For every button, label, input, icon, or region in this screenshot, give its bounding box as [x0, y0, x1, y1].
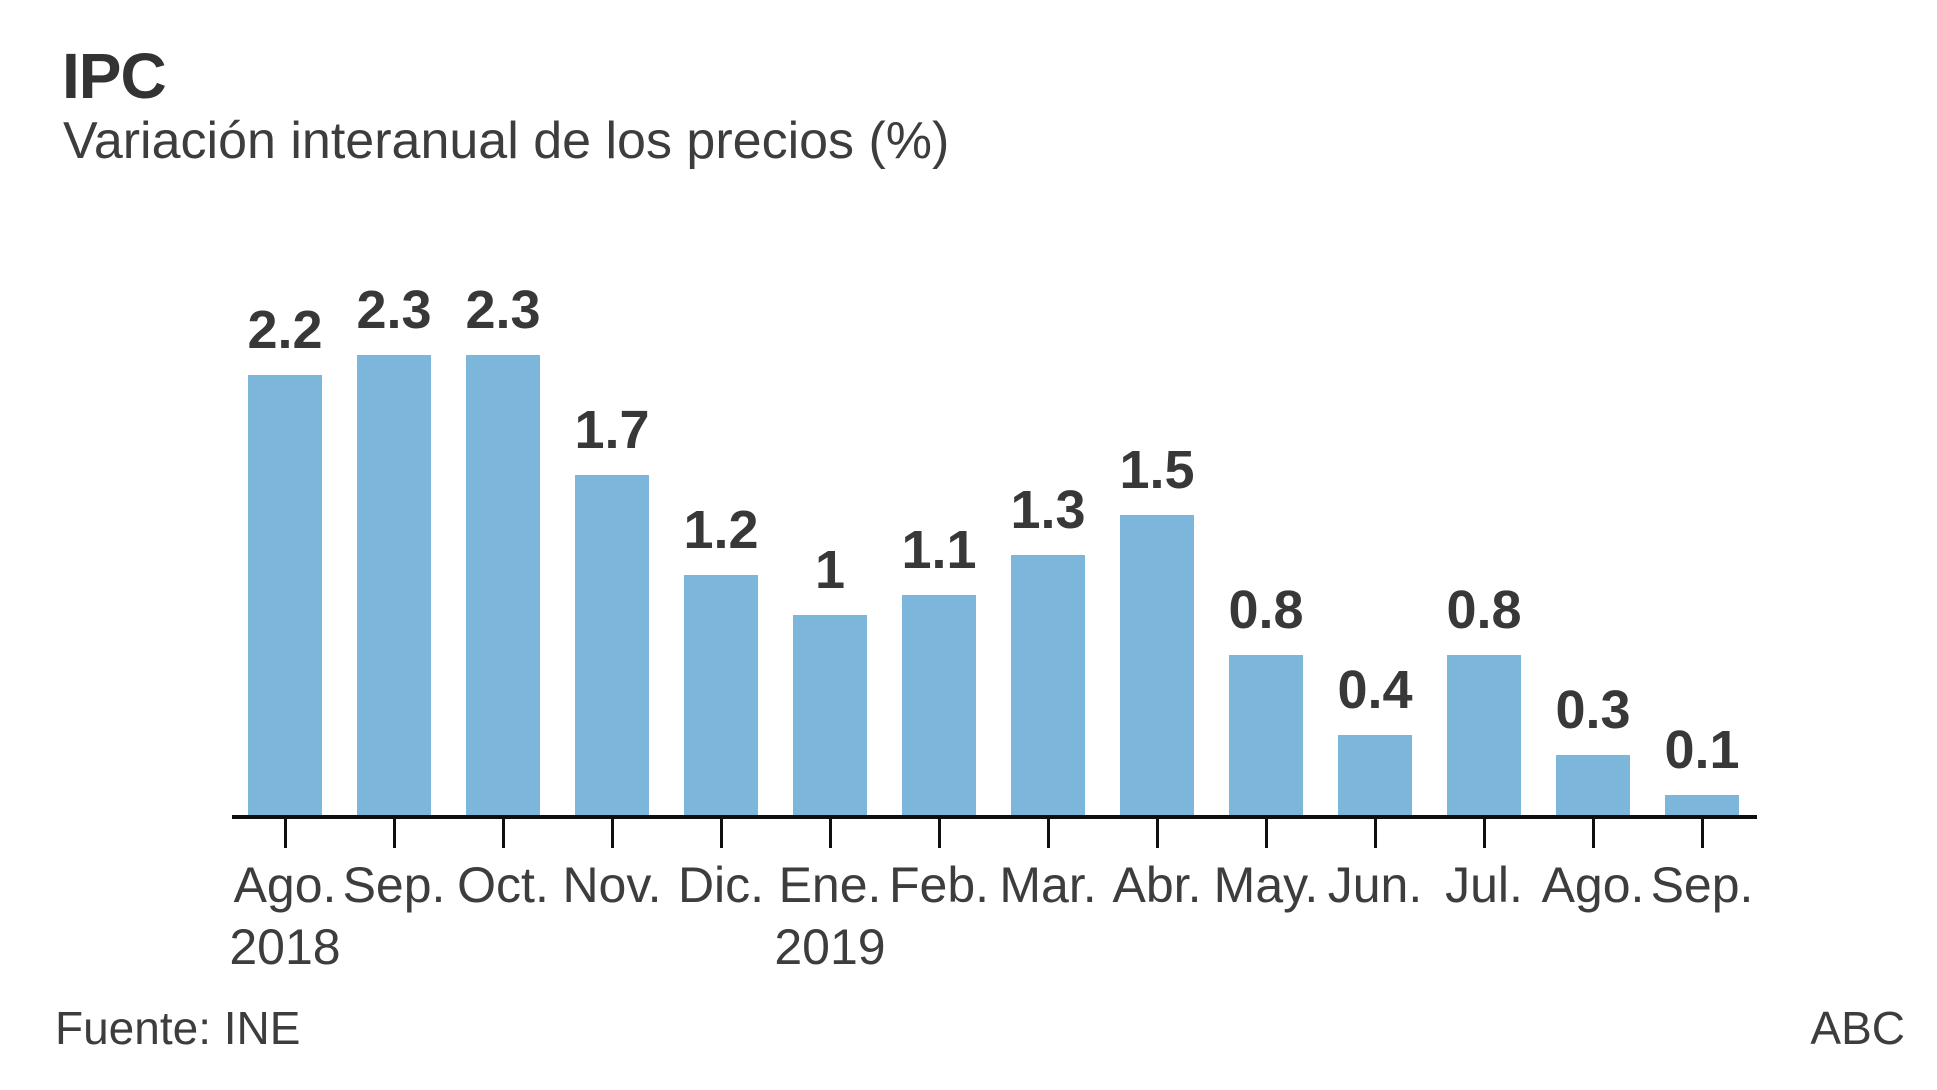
x-axis-line — [232, 815, 1757, 819]
x-axis-year-label: 2018 — [229, 919, 341, 975]
x-axis-label: Sep. — [1617, 854, 1787, 916]
bar — [902, 595, 976, 815]
bar — [1447, 655, 1521, 815]
x-axis-month-label: Abr. — [1112, 857, 1202, 913]
bar-value-label: 0.1 — [1664, 720, 1740, 781]
bar — [1556, 755, 1630, 815]
bar — [1011, 555, 1085, 815]
bar-value-label: 0.8 — [1446, 580, 1522, 641]
bar-value-label: 0.4 — [1337, 660, 1413, 721]
x-axis-month-label: Ene. — [778, 857, 882, 913]
x-axis-year-label: 2019 — [774, 919, 886, 975]
x-axis-month-label: Nov. — [562, 857, 662, 913]
bar — [1120, 515, 1194, 815]
bar — [1229, 655, 1303, 815]
x-axis-label: Sep. — [309, 854, 479, 916]
bar — [684, 575, 758, 815]
x-axis-month-label: Sep. — [342, 857, 446, 913]
axis-tick — [1373, 819, 1377, 848]
axis-tick — [719, 819, 723, 848]
axis-tick — [1700, 819, 1704, 848]
x-axis-label: Jun. — [1290, 854, 1460, 916]
axis-tick — [610, 819, 614, 848]
bar-value-label: 1.5 — [1119, 440, 1195, 501]
x-axis-label: Jul. — [1399, 854, 1569, 916]
x-axis-month-label: Jun. — [1327, 857, 1423, 913]
axis-tick — [283, 819, 287, 848]
bar-value-label: 0.8 — [1228, 580, 1304, 641]
chart-title: IPC — [62, 40, 167, 112]
bar-value-label: 1.7 — [574, 400, 650, 461]
bar — [248, 375, 322, 815]
bar-value-label: 2.3 — [356, 280, 432, 341]
bar — [357, 355, 431, 815]
bar — [1665, 795, 1739, 815]
bar — [793, 615, 867, 815]
x-axis-label: Mar. — [963, 854, 1133, 916]
bar-value-label: 0.3 — [1555, 680, 1631, 741]
x-axis-month-label: Dic. — [677, 857, 765, 913]
bar-value-label: 2.2 — [247, 300, 323, 361]
axis-tick — [828, 819, 832, 848]
x-axis-month-label: Oct. — [457, 857, 549, 913]
axis-tick — [1155, 819, 1159, 848]
x-axis-label: Feb. — [854, 854, 1024, 916]
bar — [1338, 735, 1412, 815]
axis-tick — [501, 819, 505, 848]
x-axis-month-label: Sep. — [1650, 857, 1754, 913]
axis-tick — [1264, 819, 1268, 848]
x-axis-label: Dic. — [636, 854, 806, 916]
axis-tick — [1482, 819, 1486, 848]
x-axis-month-label: Jul. — [1445, 857, 1523, 913]
x-axis-month-label: Ago. — [233, 857, 337, 913]
bar — [575, 475, 649, 815]
x-axis-label: Ago. 2018 — [200, 854, 370, 978]
x-axis-label: Oct. — [418, 854, 588, 916]
axis-tick — [937, 819, 941, 848]
chart-subtitle: Variación interanual de los precios (%) — [63, 112, 950, 170]
source-label: Fuente: INE — [55, 1002, 301, 1054]
axis-tick — [392, 819, 396, 848]
x-axis-label: Abr. — [1072, 854, 1242, 916]
bar-value-label: 2.3 — [465, 280, 541, 341]
bar-value-label: 1.3 — [1010, 480, 1086, 541]
x-axis-month-label: Feb. — [888, 857, 990, 913]
x-axis-month-label: Mar. — [999, 857, 1097, 913]
x-axis-label: Ene. 2019 — [745, 854, 915, 978]
x-axis-label: May. — [1181, 854, 1351, 916]
bar-value-label: 1 — [814, 540, 846, 601]
axis-tick — [1591, 819, 1595, 848]
x-axis-label: Nov. — [527, 854, 697, 916]
credit-label: ABC — [1810, 1002, 1905, 1054]
x-axis-label: Ago. — [1508, 854, 1678, 916]
x-axis-month-label: May. — [1213, 857, 1319, 913]
x-axis-month-label: Ago. — [1541, 857, 1645, 913]
bar — [466, 355, 540, 815]
axis-tick — [1046, 819, 1050, 848]
bar-value-label: 1.2 — [683, 500, 759, 561]
bar-value-label: 1.1 — [901, 520, 977, 581]
